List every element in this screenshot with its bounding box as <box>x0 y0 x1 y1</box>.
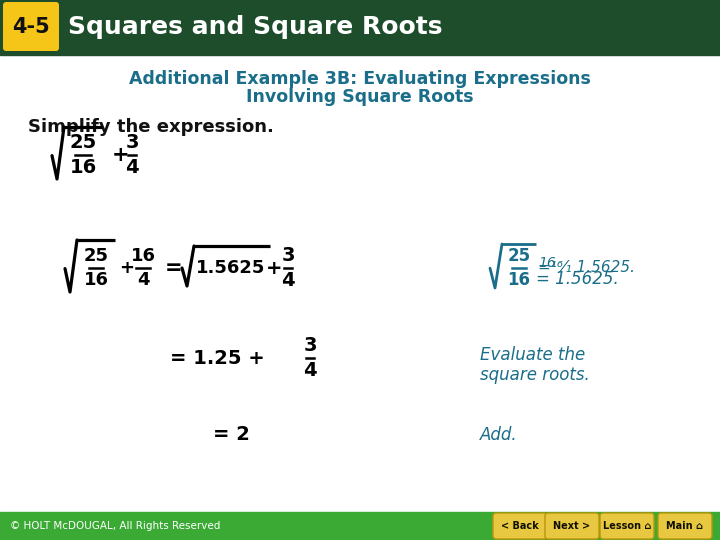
Text: = 1.25 +: = 1.25 + <box>170 348 265 368</box>
Text: 16: 16 <box>508 271 531 289</box>
Text: 4: 4 <box>303 361 317 380</box>
Text: 3: 3 <box>125 133 139 152</box>
FancyBboxPatch shape <box>658 513 712 539</box>
Text: Squares and Square Roots: Squares and Square Roots <box>68 15 443 39</box>
Text: = 1.5625.: = 1.5625. <box>536 270 618 288</box>
FancyBboxPatch shape <box>600 513 654 539</box>
Text: Evaluate the: Evaluate the <box>480 346 585 364</box>
Text: 16: 16 <box>538 256 556 270</box>
Text: 16: 16 <box>130 247 156 265</box>
Text: 3: 3 <box>303 336 317 355</box>
Text: 3: 3 <box>282 246 294 265</box>
Text: < Back: < Back <box>501 521 539 531</box>
Text: Lesson ⌂: Lesson ⌂ <box>603 521 651 531</box>
Text: Additional Example 3B: Evaluating Expressions: Additional Example 3B: Evaluating Expres… <box>129 70 591 88</box>
FancyBboxPatch shape <box>493 513 547 539</box>
Text: Next >: Next > <box>554 521 590 531</box>
Text: +: + <box>119 259 134 277</box>
Text: 25: 25 <box>84 247 109 265</box>
FancyBboxPatch shape <box>545 513 599 539</box>
Bar <box>0 512 720 540</box>
Text: =¹⁶⁄₁ 1.5625.: =¹⁶⁄₁ 1.5625. <box>538 260 635 275</box>
Text: Main ⌂: Main ⌂ <box>667 521 703 531</box>
Text: +: + <box>266 259 282 278</box>
Text: Simplify the expression.: Simplify the expression. <box>28 118 274 136</box>
FancyBboxPatch shape <box>3 2 59 51</box>
Text: 16: 16 <box>69 158 96 177</box>
Text: 16: 16 <box>84 271 109 289</box>
Text: 4: 4 <box>282 271 294 290</box>
Text: =: = <box>165 258 183 278</box>
Text: Involving Square Roots: Involving Square Roots <box>246 88 474 106</box>
Text: 4: 4 <box>125 158 139 177</box>
Text: 4-5: 4-5 <box>12 17 50 37</box>
Text: 1.5625: 1.5625 <box>196 259 266 277</box>
Text: Add.: Add. <box>480 426 518 444</box>
Text: +: + <box>112 145 130 165</box>
Text: square roots.: square roots. <box>480 366 590 384</box>
Text: 25: 25 <box>508 247 531 265</box>
Text: = 2: = 2 <box>213 426 250 444</box>
Bar <box>0 0 720 55</box>
Text: © HOLT McDOUGAL, All Rights Reserved: © HOLT McDOUGAL, All Rights Reserved <box>10 521 220 531</box>
Text: 4: 4 <box>137 271 149 289</box>
Text: 25: 25 <box>69 133 96 152</box>
